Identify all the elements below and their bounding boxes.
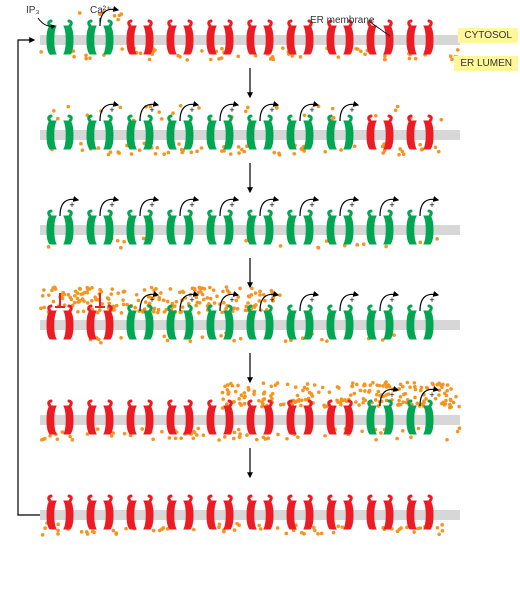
svg-text:+: +: [349, 295, 354, 305]
svg-text:+: +: [229, 200, 234, 210]
er-membrane-label: ER membrane: [310, 15, 374, 26]
diagram-container: + + + + + + + + + + + + + + + + + + + + + + + + + + + IP₃ Ca²⁺ ER …: [0, 0, 520, 595]
svg-text:+: +: [349, 200, 354, 210]
cytosol-label: CYTOSOL: [458, 28, 518, 43]
svg-text:+: +: [229, 105, 234, 115]
svg-text:+: +: [389, 295, 394, 305]
svg-text:+: +: [229, 295, 234, 305]
svg-text:+: +: [269, 105, 274, 115]
svg-text:+: +: [109, 200, 114, 210]
svg-text:+: +: [189, 200, 194, 210]
svg-text:+: +: [309, 295, 314, 305]
svg-text:+: +: [349, 105, 354, 115]
svg-text:+: +: [69, 200, 74, 210]
svg-text:+: +: [149, 295, 154, 305]
ip3-label: IP₃: [26, 5, 40, 16]
svg-text:+: +: [389, 200, 394, 210]
svg-text:+: +: [149, 105, 154, 115]
er-lumen-label: ER LUMEN: [454, 56, 518, 71]
svg-text:+: +: [429, 390, 434, 400]
svg-text:+: +: [429, 200, 434, 210]
svg-text:+: +: [309, 200, 314, 210]
svg-text:+: +: [389, 390, 394, 400]
svg-text:+: +: [189, 295, 194, 305]
ca2-label: Ca²⁺: [90, 5, 111, 16]
svg-text:+: +: [189, 105, 194, 115]
svg-text:+: +: [269, 295, 274, 305]
svg-text:+: +: [109, 105, 114, 115]
svg-text:+: +: [149, 200, 154, 210]
svg-text:+: +: [269, 200, 274, 210]
svg-text:+: +: [429, 295, 434, 305]
svg-text:+: +: [309, 105, 314, 115]
diagram-svg: + + + + + + + + + + + + + + + + + + + + + + + + + + +: [0, 0, 520, 595]
